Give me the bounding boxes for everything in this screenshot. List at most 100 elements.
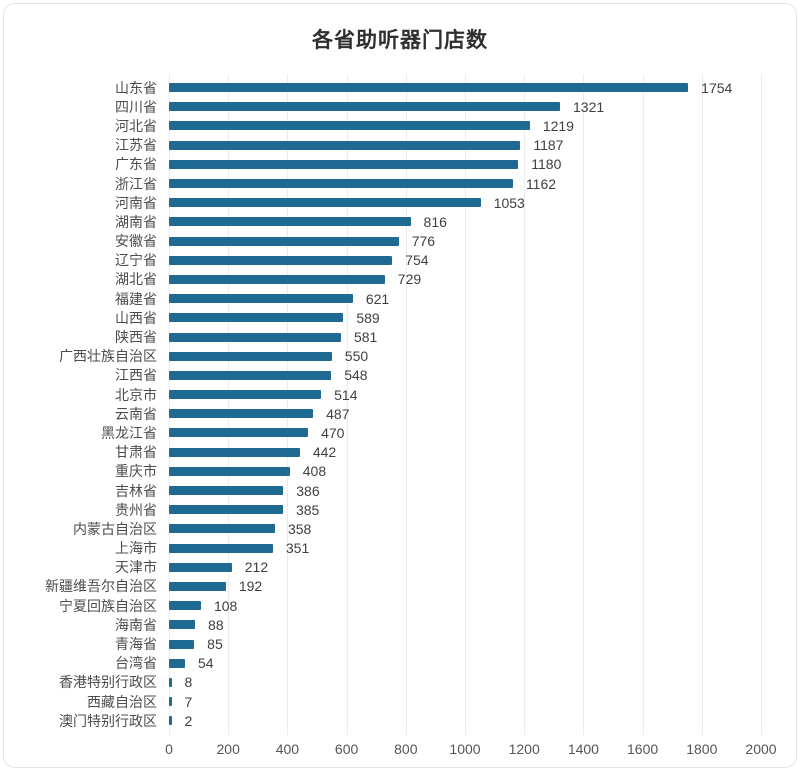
bar bbox=[169, 198, 481, 208]
bar-value-label: 1162 bbox=[525, 175, 557, 192]
x-axis-tick: 1400 bbox=[567, 741, 599, 757]
bar-track: 1162 bbox=[169, 176, 761, 192]
bar-row: 浙江省 1162 bbox=[4, 174, 796, 193]
bar-track: 589 bbox=[169, 310, 761, 326]
category-label: 台湾省 bbox=[115, 655, 157, 672]
bar bbox=[169, 179, 513, 189]
x-axis-tick: 0 bbox=[165, 741, 173, 757]
bar-value-label: 514 bbox=[334, 386, 358, 403]
gridlines bbox=[169, 74, 762, 735]
bar-value-label: 816 bbox=[423, 213, 447, 230]
bar-value-label: 386 bbox=[296, 482, 320, 499]
bar-row: 西藏自治区 7 bbox=[4, 692, 796, 711]
bar-row: 海南省 88 bbox=[4, 615, 796, 634]
bar bbox=[169, 505, 283, 515]
bar-row: 台湾省 54 bbox=[4, 654, 796, 673]
bar-track: 1180 bbox=[169, 156, 761, 172]
bar-track: 442 bbox=[169, 444, 761, 460]
bar-value-label: 1321 bbox=[573, 98, 605, 115]
bar-row: 内蒙古自治区 358 bbox=[4, 519, 796, 538]
bar bbox=[169, 677, 172, 687]
bar-value-label: 729 bbox=[397, 271, 422, 288]
bar-row: 辽宁省 754 bbox=[4, 251, 796, 270]
bar-value-label: 1187 bbox=[533, 137, 564, 154]
bar-rows: 山东省 1754 四川省 1321 河北省 1219 江苏省 1187 广东省 1180 浙江省 11… bbox=[4, 78, 796, 730]
bar bbox=[169, 102, 561, 112]
bar-value-label: 108 bbox=[213, 597, 238, 614]
bar-value-label: 358 bbox=[287, 520, 312, 537]
gridline bbox=[228, 74, 230, 735]
bar bbox=[169, 639, 195, 649]
bar-row: 江苏省 1187 bbox=[4, 136, 796, 155]
gridline bbox=[524, 74, 526, 735]
bar-value-label: 776 bbox=[411, 233, 436, 250]
bar bbox=[169, 581, 226, 591]
bar-track: 581 bbox=[169, 329, 761, 345]
bar-row: 上海市 351 bbox=[4, 539, 796, 558]
x-axis-tick: 600 bbox=[334, 741, 359, 757]
bar-chart: 山东省 1754 四川省 1321 河北省 1219 江苏省 1187 广东省 1180 浙江省 11… bbox=[4, 74, 796, 735]
bar-row: 安徽省 776 bbox=[4, 232, 796, 251]
x-axis-tick: 1600 bbox=[627, 741, 659, 757]
category-label: 贵州省 bbox=[115, 501, 157, 518]
category-label: 河南省 bbox=[115, 194, 157, 211]
bar-track: 408 bbox=[169, 463, 761, 479]
bar-row: 北京市 514 bbox=[4, 385, 796, 404]
bar bbox=[169, 236, 399, 246]
bar-row: 甘肃省 442 bbox=[4, 443, 796, 462]
bar-value-label: 754 bbox=[405, 252, 429, 269]
bar bbox=[169, 390, 322, 400]
bar-row: 湖南省 816 bbox=[4, 212, 796, 231]
x-axis-tick: 1200 bbox=[508, 741, 540, 757]
chart-title: 各省助听器门店数 bbox=[312, 29, 488, 52]
category-label: 甘肃省 bbox=[115, 444, 157, 461]
gridline bbox=[405, 74, 407, 735]
bar bbox=[169, 159, 519, 169]
bar-track: 85 bbox=[169, 636, 761, 652]
bar bbox=[169, 140, 521, 150]
chart-card: 各省助听器门店数 山东省 1754 四川省 1321 河北省 1219 江苏省 1187 广东省… bbox=[3, 3, 797, 768]
bar-value-label: 1219 bbox=[542, 117, 574, 134]
gridline bbox=[583, 74, 585, 735]
category-label: 新疆维吾尔自治区 bbox=[45, 578, 157, 595]
x-axis-tick: 800 bbox=[394, 741, 418, 757]
category-label: 青海省 bbox=[115, 636, 157, 653]
bar-track: 8 bbox=[169, 674, 761, 690]
bar-track: 729 bbox=[169, 271, 761, 287]
category-label: 浙江省 bbox=[115, 175, 157, 192]
x-axis-tick: 1000 bbox=[449, 741, 481, 757]
bar-track: 1754 bbox=[169, 80, 761, 96]
gridline bbox=[346, 74, 348, 735]
bar-value-label: 7 bbox=[184, 693, 193, 710]
bar bbox=[169, 409, 314, 419]
bar-row: 江西省 548 bbox=[4, 366, 796, 385]
bar-track: 1053 bbox=[169, 195, 761, 211]
bar bbox=[169, 601, 201, 611]
bar-track: 754 bbox=[169, 252, 761, 268]
bar-track: 385 bbox=[169, 502, 761, 518]
bar-row: 福建省 621 bbox=[4, 289, 796, 308]
bar-value-label: 408 bbox=[302, 463, 327, 480]
category-label: 广东省 bbox=[115, 156, 157, 173]
bar-value-label: 1180 bbox=[531, 156, 562, 173]
bar bbox=[169, 620, 196, 630]
bar-row: 澳门特别行政区 2 bbox=[4, 711, 796, 730]
bar-track: 54 bbox=[169, 655, 761, 671]
category-label: 河北省 bbox=[115, 117, 157, 134]
category-label: 江西省 bbox=[115, 367, 157, 384]
bar-track: 487 bbox=[169, 406, 761, 422]
bar-row: 黑龙江省 470 bbox=[4, 423, 796, 442]
bar-value-label: 487 bbox=[326, 405, 350, 422]
category-label: 湖南省 bbox=[115, 213, 157, 230]
bar-row: 河北省 1219 bbox=[4, 116, 796, 135]
category-label: 黑龙江省 bbox=[101, 424, 157, 441]
x-axis-tick: 400 bbox=[275, 741, 300, 757]
category-label: 湖北省 bbox=[115, 271, 157, 288]
bar bbox=[169, 697, 172, 707]
bar-row: 四川省 1321 bbox=[4, 97, 796, 116]
bar bbox=[169, 294, 353, 304]
bar-track: 548 bbox=[169, 367, 761, 383]
bar-track: 88 bbox=[169, 617, 761, 633]
bar bbox=[169, 428, 309, 438]
bar bbox=[169, 562, 232, 572]
